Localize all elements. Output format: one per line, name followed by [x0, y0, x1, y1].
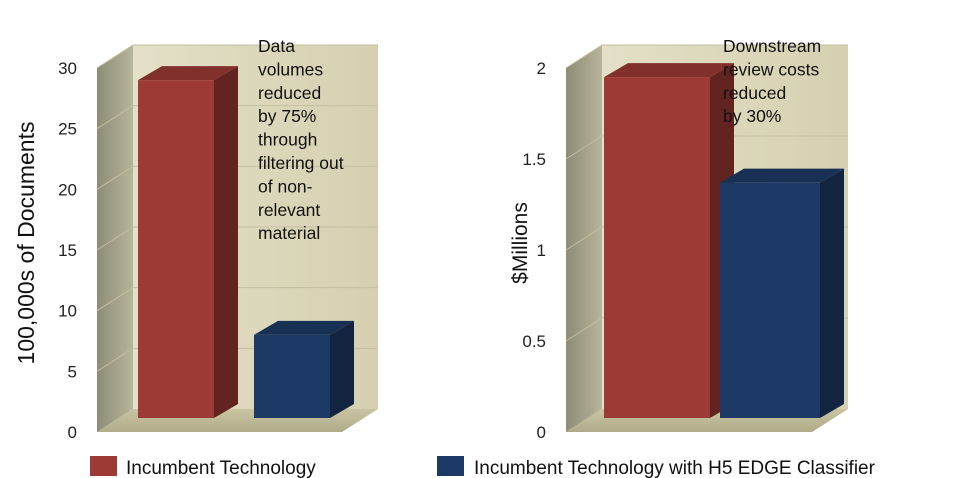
y-tick-label: 0 — [68, 423, 77, 442]
annotation-line: volumes — [258, 59, 323, 79]
y-tick-label: 2 — [537, 59, 546, 78]
gridline — [96, 165, 378, 190]
bar-front — [254, 334, 330, 418]
bar-front — [604, 77, 710, 418]
annotation: Data volumes reduced by 75% through filtering… — [258, 36, 344, 243]
gridline — [96, 105, 378, 130]
bar-side — [214, 66, 238, 418]
legend-item: Incumbent Technology — [90, 456, 316, 478]
annotation-line: reduced — [723, 83, 786, 103]
legend-label: Incumbent Technology with H5 EDGE Classi… — [474, 458, 876, 478]
bar-1 — [138, 66, 238, 418]
y-axis-title: 100,000s of Documents — [13, 122, 39, 365]
legend-label: Incumbent Technology — [126, 458, 316, 478]
y-tick-label: 0 — [537, 423, 546, 442]
bar-front — [720, 182, 820, 418]
gridline — [565, 135, 848, 160]
annotation-line: of non- — [258, 176, 313, 196]
annotation-line: by 30% — [723, 106, 781, 126]
bar-top — [138, 66, 238, 81]
bar-top — [720, 168, 844, 183]
bar-2 — [254, 320, 354, 418]
bar-side — [330, 320, 354, 418]
chart-panel-2: 0 0.5 1 1.5 2 $Millions Downstream review costs… — [509, 36, 848, 442]
y-tick-label: 5 — [68, 362, 77, 381]
y-tick-label: 15 — [58, 241, 77, 260]
bar-1 — [604, 63, 734, 418]
gridline — [96, 287, 378, 312]
y-tick-label: 0.5 — [522, 332, 546, 351]
chart-panel-1: 0 5 10 15 20 25 30 100,000s of Documents Data vol… — [13, 36, 378, 442]
bar-top — [604, 63, 734, 78]
annotation: Downstream review costs reduced by 30% — [723, 36, 821, 126]
legend-item: Incumbent Technology with H5 EDGE Classi… — [437, 456, 876, 478]
bar-top — [254, 320, 354, 335]
legend: Incumbent Technology Incumbent Technology… — [90, 456, 876, 478]
annotation-line: reduced — [258, 83, 321, 103]
legend-swatch — [437, 456, 464, 476]
annotation-line: Data — [258, 36, 295, 56]
y-tick-label: 10 — [58, 302, 77, 321]
annotation-line: material — [258, 223, 320, 243]
bar-front — [138, 80, 214, 418]
y-tick-label: 30 — [58, 59, 77, 78]
y-axis-title: $Millions — [509, 202, 532, 284]
bar-side — [820, 168, 844, 418]
bar-2 — [720, 168, 844, 418]
y-tick-label: 1.5 — [522, 150, 546, 169]
legend-swatch — [90, 456, 117, 476]
y-tick-label: 1 — [537, 241, 546, 260]
annotation-line: filtering out — [258, 153, 344, 173]
gridline — [96, 44, 378, 69]
y-tick-label: 25 — [58, 120, 77, 139]
gridline — [565, 44, 848, 69]
annotation-line: Downstream — [723, 36, 821, 56]
annotation-line: relevant — [258, 200, 320, 220]
annotation-line: by 75% — [258, 106, 316, 126]
annotation-line: review costs — [723, 59, 820, 79]
y-tick-label: 20 — [58, 180, 77, 199]
annotation-line: through — [258, 130, 317, 150]
gridline — [96, 226, 378, 251]
